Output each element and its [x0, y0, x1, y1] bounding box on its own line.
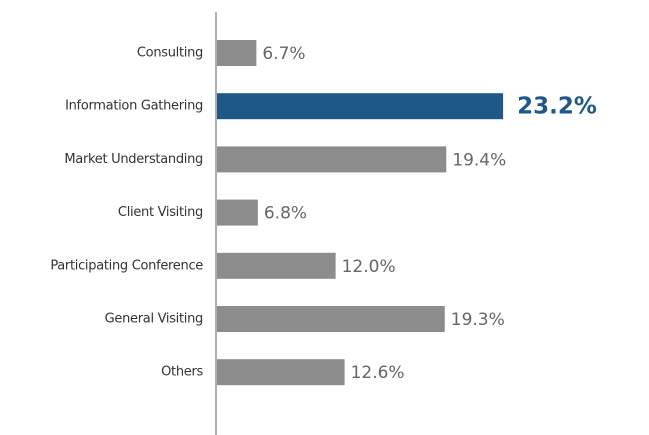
category-label: Information Gathering	[65, 99, 203, 114]
bar	[217, 146, 447, 173]
value-label: 6.7%	[262, 44, 305, 64]
bar	[217, 359, 345, 386]
value-label: 12.6%	[351, 363, 405, 383]
value-label: 19.3%	[451, 310, 505, 330]
category-label: General Visiting	[105, 312, 203, 327]
category-label: Client Visiting	[118, 205, 203, 220]
category-label: Consulting	[137, 46, 203, 61]
bar	[217, 306, 445, 332]
value-label: 12.0%	[342, 257, 396, 277]
category-label: Market Understanding	[64, 152, 203, 167]
value-label: 6.8%	[264, 204, 307, 224]
value-label: 23.2%	[517, 94, 597, 120]
bar	[217, 40, 257, 66]
bar	[217, 199, 258, 226]
category-label: Others	[161, 365, 203, 380]
value-label: 19.4%	[452, 150, 506, 170]
bar	[217, 252, 336, 279]
category-label: Participating Conference	[50, 258, 203, 273]
bar	[217, 93, 504, 120]
